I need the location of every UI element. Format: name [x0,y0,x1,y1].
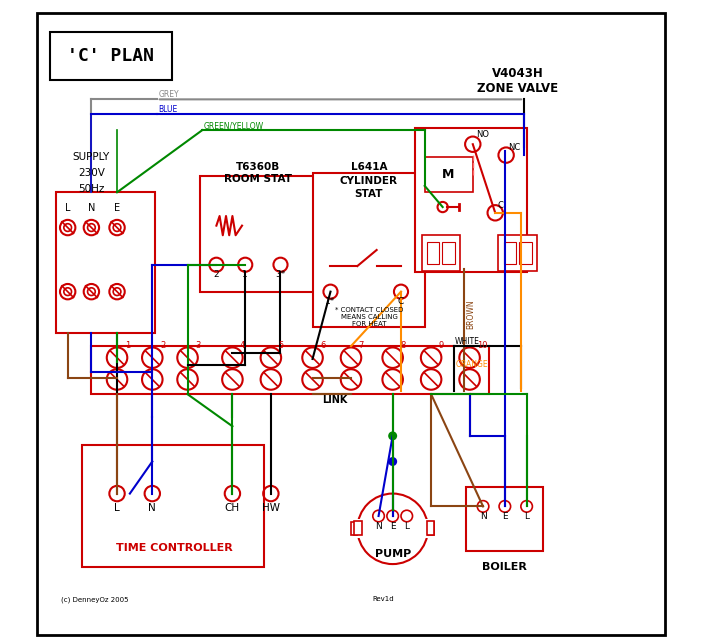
FancyBboxPatch shape [81,445,265,567]
FancyBboxPatch shape [357,519,428,538]
Text: 3: 3 [195,341,201,350]
Text: * CONTACT CLOSED
MEANS CALLING
FOR HEAT: * CONTACT CLOSED MEANS CALLING FOR HEAT [335,307,403,328]
Text: 2: 2 [213,270,219,279]
FancyBboxPatch shape [312,173,425,327]
Text: 2: 2 [160,341,165,350]
Text: Rev1d: Rev1d [372,596,394,603]
Text: HW: HW [262,503,280,513]
Text: L: L [65,203,70,213]
Text: NC: NC [508,143,520,152]
FancyBboxPatch shape [503,242,517,264]
FancyBboxPatch shape [355,521,362,535]
Text: M: M [442,169,455,181]
Text: BROWN: BROWN [466,299,475,329]
FancyBboxPatch shape [415,128,527,272]
Text: E: E [502,512,508,520]
Text: T6360B: T6360B [236,162,280,172]
Text: 10: 10 [477,341,488,350]
Text: 8: 8 [400,341,406,350]
Text: CH: CH [225,503,240,513]
Text: C: C [398,297,404,306]
FancyBboxPatch shape [351,522,357,535]
FancyBboxPatch shape [427,521,435,535]
Text: 1: 1 [242,270,248,279]
Text: WHITE: WHITE [455,337,479,346]
Text: 5: 5 [279,341,284,350]
Text: N: N [375,522,382,531]
Text: 4: 4 [240,341,246,350]
FancyBboxPatch shape [442,242,455,264]
Text: 6: 6 [320,341,326,350]
Text: LINK: LINK [322,395,347,404]
FancyBboxPatch shape [421,235,460,271]
FancyBboxPatch shape [425,157,472,192]
FancyBboxPatch shape [498,235,537,271]
Text: ROOM STAT: ROOM STAT [224,174,292,185]
Text: ZONE VALVE: ZONE VALVE [477,82,558,95]
Text: ORANGE: ORANGE [456,360,488,369]
Text: L: L [404,522,409,531]
FancyBboxPatch shape [428,522,435,535]
Text: N: N [479,512,486,520]
Circle shape [388,431,397,440]
Circle shape [388,457,397,466]
FancyBboxPatch shape [91,346,489,394]
Text: 9: 9 [439,341,444,350]
FancyBboxPatch shape [519,242,531,264]
Text: E: E [390,522,395,531]
Text: L: L [114,503,120,513]
FancyBboxPatch shape [50,32,171,80]
Text: BOILER: BOILER [482,562,527,572]
Text: (c) DenneyOz 2005: (c) DenneyOz 2005 [61,596,128,603]
Text: CYLINDER: CYLINDER [340,176,398,186]
Text: C: C [497,201,503,210]
Text: SUPPLY: SUPPLY [73,152,110,162]
Text: PUMP: PUMP [375,549,411,560]
Text: V4043H: V4043H [492,67,543,80]
Text: 230V: 230V [78,168,105,178]
FancyBboxPatch shape [37,13,665,635]
Text: N: N [88,203,95,213]
Text: GREY: GREY [159,90,179,99]
Text: 'C' PLAN: 'C' PLAN [67,47,154,65]
Text: 1: 1 [125,341,130,350]
Text: E: E [114,203,120,213]
FancyBboxPatch shape [200,176,319,292]
Text: L: L [524,512,529,520]
Text: L641A: L641A [351,162,388,172]
FancyBboxPatch shape [56,192,156,333]
Text: 3*: 3* [275,270,286,279]
Text: GREEN/YELLOW: GREEN/YELLOW [204,121,264,130]
FancyBboxPatch shape [466,487,543,551]
Text: BLUE: BLUE [159,105,178,114]
Text: NO: NO [476,130,489,139]
Text: STAT: STAT [355,188,383,199]
Text: TIME CONTROLLER: TIME CONTROLLER [117,543,233,553]
Text: 7: 7 [359,341,364,350]
FancyBboxPatch shape [427,242,439,264]
Text: 1*: 1* [325,297,336,306]
Text: 50Hz: 50Hz [78,184,105,194]
Text: N: N [148,503,156,513]
